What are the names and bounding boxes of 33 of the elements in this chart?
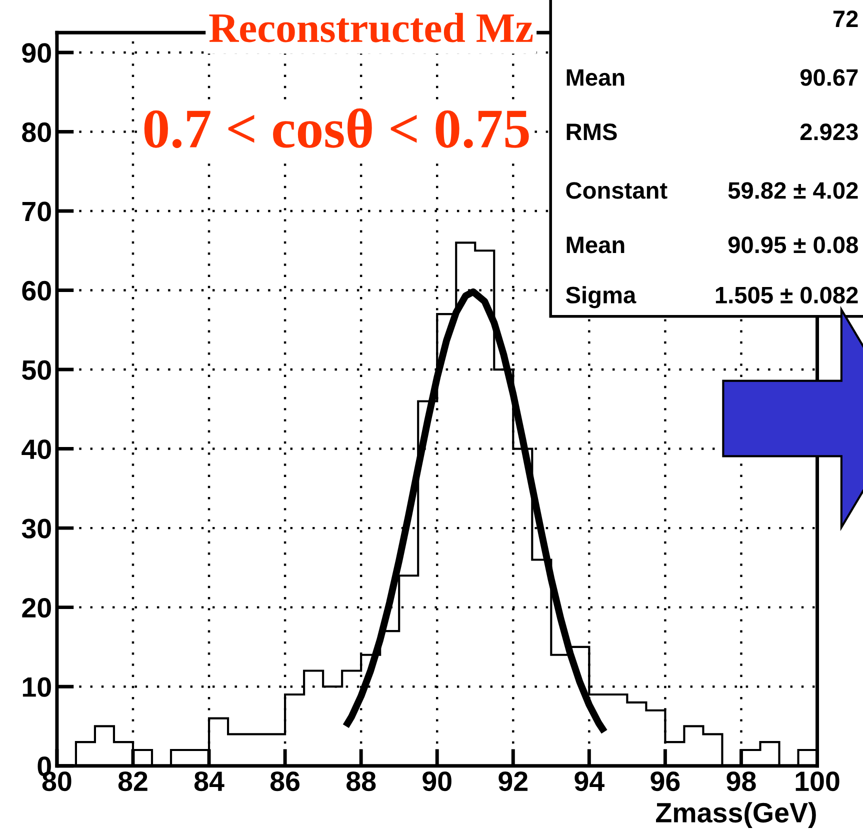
y-tick-label: 80 <box>22 122 51 142</box>
x-tick-label: 100 <box>796 771 840 792</box>
annotation: RMS <box>566 124 617 140</box>
text: 72 <box>833 10 858 28</box>
text: 0.7 < cosθ < 0.75 <box>144 108 529 148</box>
x-tick-label: 82 <box>118 771 148 792</box>
annotation: Mean <box>566 69 624 86</box>
annotation: 90.67 <box>800 69 858 86</box>
y-tick-label: 90 <box>22 43 51 63</box>
annotation: 90.95 ± 0.08 <box>728 236 858 254</box>
x-axis-title: Zmass(GeV) <box>656 802 816 828</box>
annotation: 1.505 ± 0.082 <box>716 286 858 304</box>
x-tick-label: 96 <box>650 771 680 792</box>
y-tick-label: 40 <box>22 439 51 460</box>
y-tick-label: 30 <box>22 518 51 538</box>
annotation: Mean <box>566 236 624 254</box>
x-tick-label: 98 <box>726 771 756 792</box>
annotation: 2.923 <box>800 124 858 140</box>
y-tick-label: 60 <box>22 280 51 301</box>
x-tick-label: 92 <box>498 771 528 792</box>
x-tick-label: 88 <box>346 771 376 792</box>
x-tick-label: 90 <box>422 771 452 792</box>
y-tick-label: 20 <box>22 598 51 618</box>
y-tick-label: 10 <box>22 677 51 697</box>
annotation: 59.82 ± 4.02 <box>728 182 858 199</box>
x-tick-label: 84 <box>194 771 224 792</box>
chart-title: Reconstructed Mz <box>209 12 533 42</box>
x-tick-label: 94 <box>574 771 604 792</box>
y-tick-label: 50 <box>22 360 51 380</box>
annotation: Constant <box>566 182 668 199</box>
y-tick-label: 70 <box>22 202 51 222</box>
annotation: Sigma <box>566 286 636 308</box>
x-tick-label: 86 <box>270 771 300 792</box>
